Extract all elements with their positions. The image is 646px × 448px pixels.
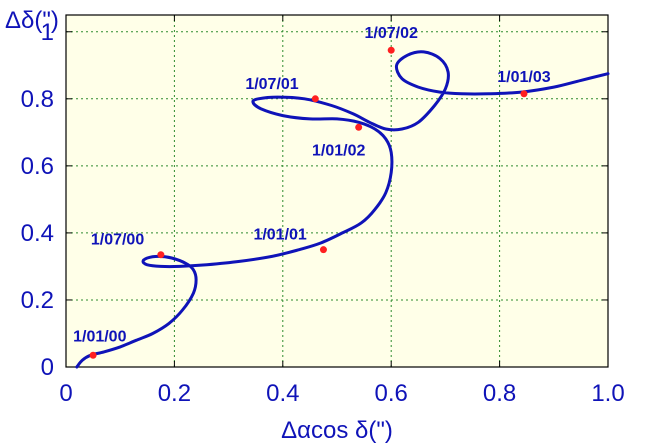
x-tick-labels: 0 0.2 0.4 0.6 0.8 1.0	[59, 380, 624, 407]
date-labels: 1/01/00 1/07/00 1/01/01 1/07/01 1/01/02 1/07/…	[73, 25, 551, 345]
x-tick-label: 0.8	[483, 380, 516, 407]
plot-background	[66, 15, 608, 367]
y-tick-label: 0.2	[21, 287, 54, 314]
date-label: 1/01/03	[497, 69, 550, 86]
tick-marks	[65, 15, 609, 368]
date-label: 1/07/01	[245, 76, 298, 93]
y-tick-label: 0.6	[21, 153, 54, 180]
grid	[66, 15, 608, 367]
date-marker	[311, 95, 319, 103]
y-axis-label: Δδ(")	[5, 7, 59, 34]
date-marker	[319, 246, 327, 254]
trajectory-line	[75, 50, 610, 369]
date-marker	[520, 90, 528, 98]
date-marker	[89, 351, 97, 359]
y-tick-label: 0	[41, 354, 54, 381]
x-tick-label: 0.2	[158, 380, 191, 407]
y-tick-label: 1	[41, 19, 54, 46]
x-tick-label: 0.4	[266, 380, 299, 407]
date-markers	[89, 46, 528, 359]
plot-frame	[65, 14, 609, 368]
date-label: 1/01/02	[312, 142, 365, 159]
date-label: 1/07/02	[365, 25, 418, 42]
date-label: 1/01/01	[253, 227, 306, 244]
y-tick-label: 0.4	[21, 220, 54, 247]
date-marker	[355, 123, 363, 131]
date-label: 1/01/00	[73, 328, 126, 345]
x-tick-label: 1.0	[591, 380, 624, 407]
y-tick-labels: 0 0.2 0.4 0.6 0.8 1	[21, 19, 54, 381]
x-axis-label: Δαcos δ(")	[281, 417, 393, 444]
date-label: 1/07/00	[91, 232, 144, 249]
x-tick-label: 0	[59, 380, 72, 407]
y-tick-label: 0.8	[21, 86, 54, 113]
x-tick-label: 0.6	[375, 380, 408, 407]
date-marker	[387, 46, 395, 54]
date-marker	[157, 251, 165, 259]
